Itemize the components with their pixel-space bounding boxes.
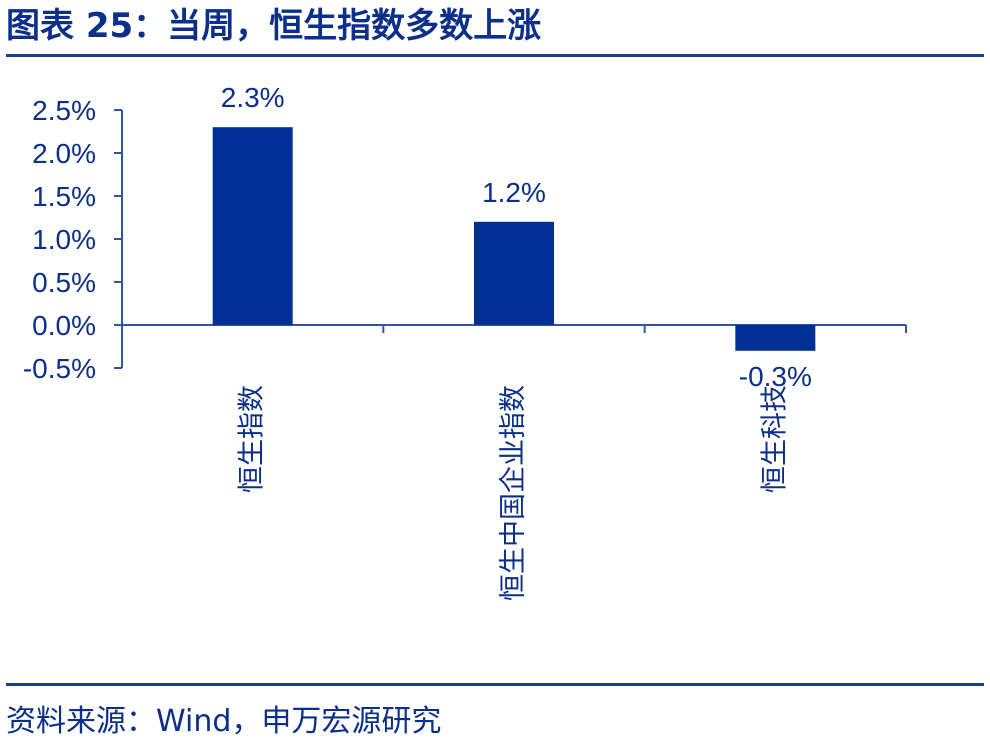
y-tick-label: 2.0% (32, 138, 96, 169)
y-tick-label: 0.5% (32, 267, 96, 298)
y-tick-label: 2.5% (32, 95, 96, 126)
bar (474, 221, 554, 325)
data-label: -0.3% (739, 361, 812, 392)
chart-labels: 2.3% 恒生指数 1.2% 恒生中国企业指数 -0.3%恒生科技 (221, 82, 812, 601)
data-label: 2.3% (221, 82, 285, 113)
y-tick-label: 1.0% (32, 224, 96, 255)
y-tick-label: 0.0% (32, 310, 96, 341)
bar (735, 325, 816, 351)
y-tick-label: 1.5% (32, 181, 96, 212)
bar-chart: 2.5% 2.0% 1.5% 1.0% 0.5% 0.0% -0.5% 2.3% 恒生指数 1.… (23, 82, 907, 601)
source-note: 资料来源：Wind，申万宏源研究 (6, 704, 442, 739)
bar (212, 127, 293, 325)
category-label: 恒生中国企业指数 (498, 385, 529, 601)
y-tick-label: -0.5% (23, 353, 96, 384)
chart-bars (212, 127, 816, 351)
category-label: 恒生指数 (237, 385, 268, 493)
source-rule (6, 683, 984, 686)
figure-title: 图表 25：当周，恒生指数多数上涨 (6, 6, 542, 46)
category-label: 恒生科技 (759, 385, 790, 493)
data-label: 1.2% (482, 177, 546, 208)
chart-axes: 2.5% 2.0% 1.5% 1.0% 0.5% 0.0% -0.5% (23, 95, 907, 384)
title-rule (6, 54, 984, 57)
